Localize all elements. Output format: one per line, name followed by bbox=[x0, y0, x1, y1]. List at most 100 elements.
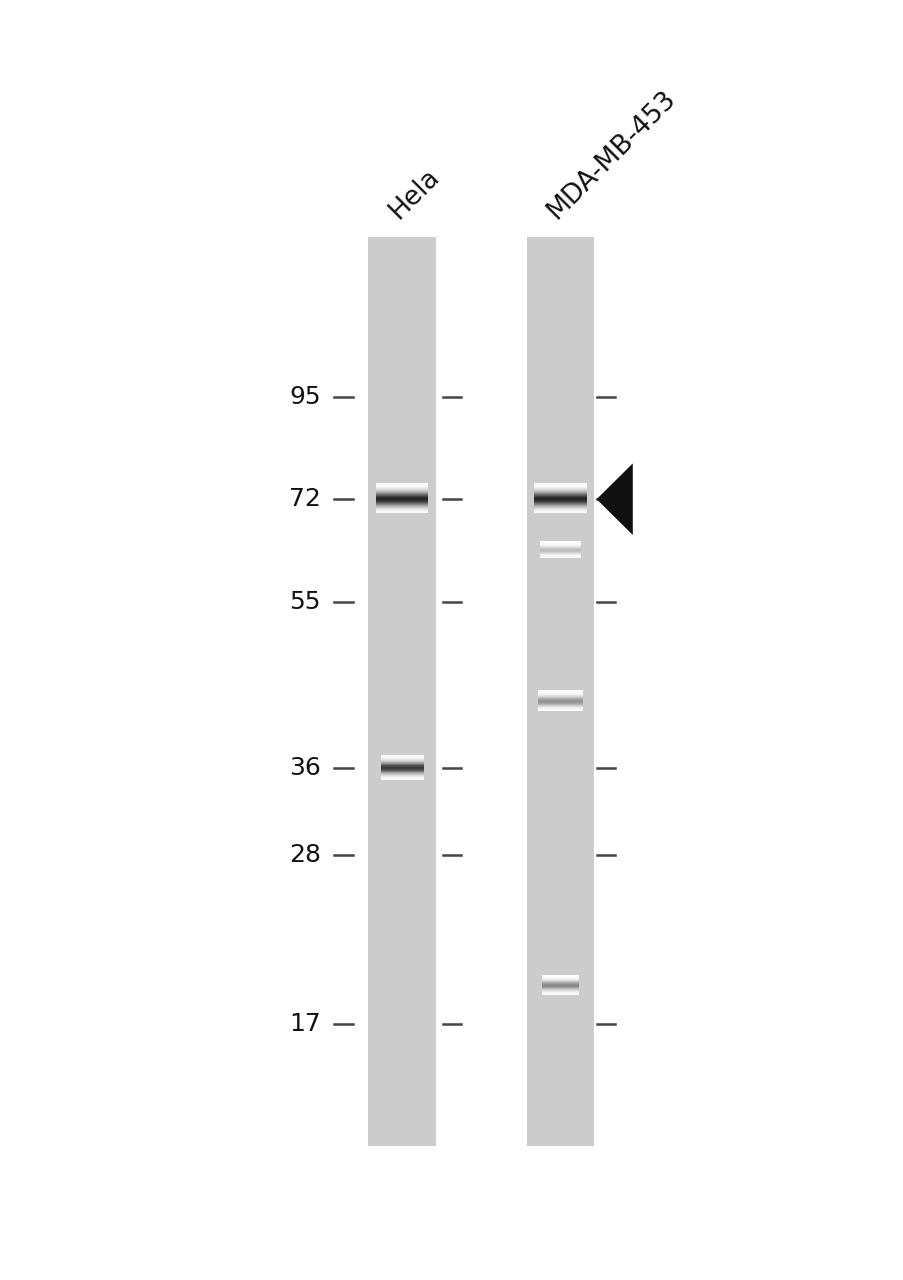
Bar bbox=[542, 987, 578, 988]
Bar bbox=[537, 691, 582, 692]
Bar bbox=[542, 992, 578, 995]
Bar bbox=[534, 506, 586, 507]
Bar bbox=[542, 979, 578, 980]
Bar bbox=[537, 695, 582, 698]
Bar bbox=[537, 691, 582, 694]
Bar bbox=[539, 547, 581, 548]
Bar bbox=[542, 992, 578, 993]
Bar bbox=[537, 698, 582, 699]
Bar bbox=[542, 980, 578, 982]
Bar bbox=[537, 705, 582, 708]
Bar bbox=[539, 547, 581, 548]
Bar bbox=[376, 488, 428, 490]
Bar bbox=[537, 691, 582, 692]
Bar bbox=[539, 554, 581, 556]
Bar bbox=[534, 498, 586, 499]
Bar bbox=[376, 492, 428, 493]
Bar bbox=[537, 701, 582, 703]
Bar bbox=[534, 495, 586, 497]
Bar bbox=[539, 545, 581, 547]
Bar bbox=[534, 484, 586, 485]
Bar bbox=[537, 696, 582, 698]
Bar bbox=[539, 554, 581, 557]
Bar bbox=[539, 541, 581, 543]
Bar bbox=[542, 984, 578, 986]
Bar bbox=[376, 504, 428, 507]
Bar bbox=[376, 484, 428, 486]
Bar bbox=[542, 989, 578, 991]
Bar bbox=[542, 977, 578, 979]
Bar bbox=[380, 756, 424, 758]
Bar bbox=[380, 762, 424, 763]
Bar bbox=[380, 776, 424, 777]
Bar bbox=[376, 489, 428, 490]
Bar bbox=[537, 708, 582, 710]
Bar bbox=[542, 982, 578, 983]
Bar bbox=[376, 511, 428, 512]
Bar bbox=[539, 550, 581, 552]
Bar bbox=[534, 493, 586, 494]
Bar bbox=[380, 764, 424, 767]
Bar bbox=[380, 777, 424, 778]
Bar bbox=[537, 701, 582, 704]
Bar bbox=[534, 508, 586, 509]
Bar bbox=[534, 508, 586, 511]
Bar bbox=[376, 506, 428, 508]
Bar bbox=[539, 552, 581, 553]
Bar bbox=[542, 983, 578, 984]
Bar bbox=[380, 756, 424, 758]
Bar bbox=[380, 767, 424, 768]
Bar bbox=[537, 701, 582, 703]
Bar bbox=[534, 497, 586, 499]
Bar bbox=[537, 694, 582, 696]
Bar bbox=[380, 758, 424, 759]
Bar bbox=[537, 703, 582, 704]
Bar bbox=[380, 772, 424, 773]
Bar bbox=[542, 984, 578, 986]
Text: 95: 95 bbox=[289, 385, 321, 408]
Bar bbox=[539, 541, 581, 544]
Bar bbox=[534, 507, 586, 509]
Bar bbox=[376, 489, 428, 490]
Bar bbox=[534, 493, 586, 494]
Bar bbox=[380, 774, 424, 776]
Bar bbox=[542, 980, 578, 982]
Bar bbox=[539, 545, 581, 547]
Bar bbox=[376, 508, 428, 509]
Bar bbox=[534, 500, 586, 502]
Bar bbox=[534, 509, 586, 512]
Bar bbox=[376, 504, 428, 506]
Bar bbox=[380, 774, 424, 777]
Bar bbox=[534, 503, 586, 504]
Bar bbox=[537, 705, 582, 707]
Bar bbox=[539, 552, 581, 553]
Bar bbox=[376, 511, 428, 512]
Bar bbox=[534, 490, 586, 493]
Bar bbox=[534, 492, 586, 493]
Bar bbox=[376, 502, 428, 503]
Bar bbox=[534, 485, 586, 486]
Bar bbox=[542, 977, 578, 978]
Bar bbox=[376, 507, 428, 508]
Bar bbox=[542, 987, 578, 988]
Bar bbox=[376, 512, 428, 513]
Bar bbox=[537, 700, 582, 703]
Bar bbox=[376, 500, 428, 503]
Bar bbox=[534, 509, 586, 511]
Bar bbox=[380, 771, 424, 772]
Bar bbox=[537, 709, 582, 710]
Bar bbox=[376, 490, 428, 493]
Bar bbox=[376, 499, 428, 500]
Bar bbox=[376, 486, 428, 488]
Bar bbox=[542, 975, 578, 977]
Bar bbox=[376, 492, 428, 493]
Bar bbox=[380, 778, 424, 780]
Bar bbox=[539, 549, 581, 550]
Bar bbox=[376, 486, 428, 489]
Bar bbox=[537, 700, 582, 701]
Bar bbox=[380, 759, 424, 760]
Bar bbox=[537, 708, 582, 709]
Bar bbox=[376, 500, 428, 502]
Bar bbox=[542, 988, 578, 989]
Bar bbox=[539, 543, 581, 544]
